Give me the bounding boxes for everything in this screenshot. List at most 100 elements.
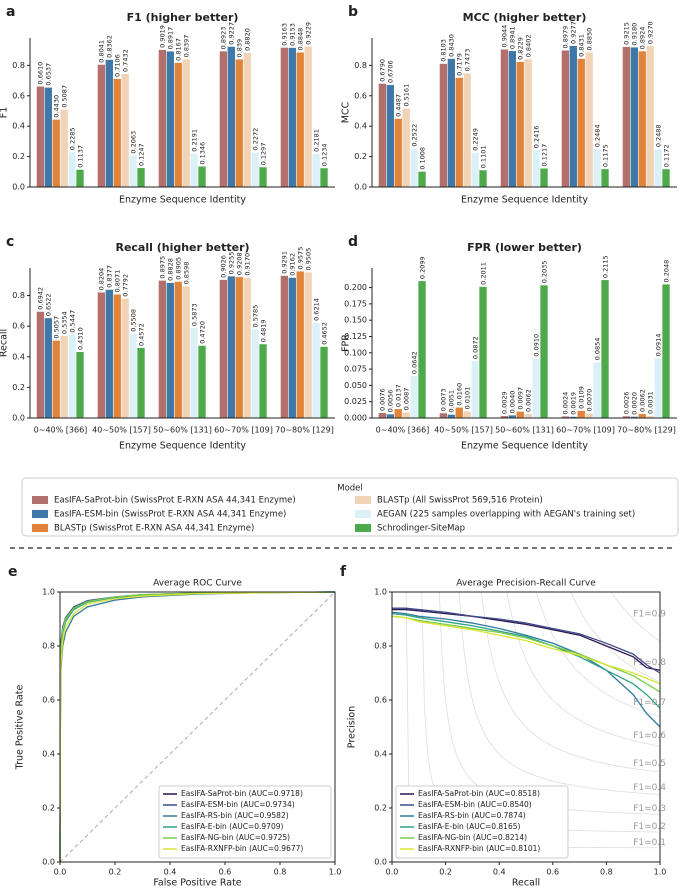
y-tick-label: 0.0 [12, 183, 25, 192]
value-label: 0.0062 [639, 389, 647, 412]
legend-label: AEGAN (225 samples overlapping with AEGA… [377, 510, 635, 520]
y-tick-label: 0.100 [344, 348, 367, 357]
bar [508, 415, 516, 418]
bar [113, 294, 121, 418]
x-tick-label: 70~80% [129] [275, 426, 334, 435]
legend-swatch [32, 510, 48, 518]
bar [402, 412, 410, 418]
value-label: 0.5087 [60, 85, 68, 108]
value-label: 0.1172 [662, 144, 670, 167]
value-label: 0.2048 [662, 260, 670, 283]
bar [137, 168, 145, 187]
value-label: 0.9019 [159, 25, 167, 48]
legend-swatch [32, 524, 48, 532]
legend-swatch [355, 496, 371, 504]
bar [386, 414, 394, 418]
value-label: 0.0029 [501, 391, 509, 414]
legend-label: EasIFA-NG-bin (AUC=0.9725) [181, 833, 290, 842]
bar [320, 168, 328, 187]
bar [304, 46, 312, 187]
f1-isoline-label: F1=0.6 [633, 731, 666, 741]
bar [638, 413, 646, 418]
panel-letter: f [340, 564, 347, 580]
y-tick-label: 0.2 [12, 383, 25, 392]
f1-isoline [506, 591, 660, 747]
y-tick-label: 0.4 [354, 122, 367, 131]
legend-label: EasIFA-SaProt-bin (AUC=0.8518) [418, 789, 540, 798]
x-tick-label: 0.4 [493, 868, 506, 877]
value-label: 0.4572 [137, 323, 145, 346]
bar [251, 329, 259, 418]
plot-frame [391, 591, 661, 863]
bar [439, 63, 448, 187]
bar [654, 149, 662, 187]
value-label: 0.2099 [418, 256, 426, 279]
bar [378, 413, 387, 418]
bar [166, 282, 174, 418]
value-label: 0.0914 [654, 334, 662, 357]
legend-box [395, 785, 569, 859]
bar [97, 292, 106, 418]
x-tick-label: 0~40% [366] [34, 426, 88, 435]
y-tick-label: 0.050 [344, 381, 367, 390]
y-tick-label: 0.4 [12, 122, 25, 131]
y-tick-label: 1.0 [42, 588, 55, 597]
bar [235, 277, 243, 418]
bar [182, 286, 190, 418]
y-tick-label: 0.6 [42, 696, 55, 705]
x-tick-label: 0.6 [546, 868, 559, 877]
value-label: 0.0020 [631, 392, 639, 415]
bar [36, 311, 45, 418]
value-label: 0.7179 [456, 53, 464, 76]
value-label: 0.8923 [220, 27, 228, 50]
value-label: 0.5873 [190, 303, 198, 326]
bar [174, 281, 182, 418]
y-tick-label: 0.6 [354, 91, 367, 100]
bar [471, 361, 479, 418]
y-tick-label: 0.4 [42, 750, 55, 759]
value-label: 0.4652 [320, 322, 328, 345]
bar [296, 52, 304, 187]
value-label: 0.0910 [532, 334, 540, 357]
value-label: 0.8848 [297, 28, 305, 51]
value-label: 0.5057 [53, 316, 61, 339]
value-label: 0.6790 [379, 59, 387, 82]
bar [532, 150, 540, 187]
value-label: 0.5785 [251, 305, 259, 328]
value-label: 0.2011 [479, 262, 487, 285]
bar [44, 87, 52, 187]
value-label: 0.1217 [540, 144, 548, 167]
bar [447, 58, 455, 188]
y-tick-label: 0.175 [344, 299, 367, 308]
value-label: 0.4310 [76, 327, 84, 350]
f1-isoline [570, 591, 660, 682]
bar [532, 358, 540, 418]
x-axis-label: False Positive Rate [153, 878, 241, 889]
chart-title: Recall (higher better) [115, 241, 249, 254]
y-tick-label: 0.8 [354, 61, 367, 70]
value-label: 0.9170 [243, 253, 251, 276]
bar [516, 61, 524, 187]
value-label: 0.8941 [509, 26, 517, 49]
x-tick-label: 60~70% [109] [556, 426, 615, 435]
bar [288, 277, 296, 418]
legend-label: EasIFA-E-bin (AUC=0.9709) [181, 822, 283, 831]
bar [60, 336, 68, 418]
legend-label: EasIFA-NG-bin (AUC=0.8214) [418, 833, 527, 842]
value-label: 0.0026 [623, 392, 631, 415]
y-tick-label: 0.8 [12, 291, 25, 300]
x-axis-label: Recall [512, 878, 540, 889]
y-axis-label: Precision [347, 706, 358, 748]
value-label: 0.0076 [379, 388, 387, 411]
y-tick-label: 0.2 [374, 804, 387, 813]
f1-isoline [535, 591, 660, 717]
value-label: 0.1297 [259, 143, 267, 166]
bar [60, 109, 68, 187]
value-label: 0.8229 [517, 37, 525, 60]
value-label: 0.2416 [532, 126, 540, 149]
value-label: 0.1175 [601, 144, 609, 167]
legend-label: EasIFA-RXNFP-bin (AUC=0.8101) [418, 844, 540, 853]
value-label: 0.8598 [182, 262, 190, 285]
x-tick-label: 50~60% [131] [495, 426, 554, 435]
value-label: 0.0062 [524, 389, 532, 412]
